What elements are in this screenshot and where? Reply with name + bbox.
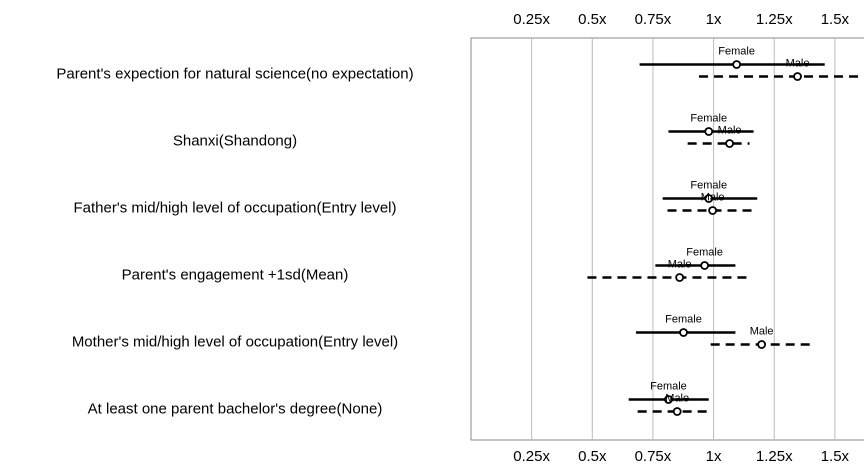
point-label: Male bbox=[786, 57, 810, 69]
point-label: Male bbox=[701, 191, 725, 203]
x-tick-label-bottom: 0.75x bbox=[635, 448, 672, 465]
point bbox=[708, 206, 718, 215]
category-label: Father's mid/high level of occupation(En… bbox=[73, 199, 396, 216]
x-tick-label-top: 1.25x bbox=[756, 11, 793, 28]
x-tick-label-top: 0.25x bbox=[513, 11, 550, 28]
category-label: Parent's expection for natural science(n… bbox=[56, 65, 413, 82]
point-label: Female bbox=[650, 380, 687, 392]
category-label: Parent's engagement +1sd(Mean) bbox=[122, 266, 349, 283]
point bbox=[672, 407, 682, 416]
point bbox=[757, 340, 767, 349]
point bbox=[704, 127, 714, 136]
grid bbox=[531, 38, 836, 440]
point-label: Female bbox=[690, 179, 727, 191]
point-label: Male bbox=[665, 392, 689, 404]
point-label: Male bbox=[750, 325, 774, 337]
x-tick-label-bottom: 0.25x bbox=[513, 448, 550, 465]
marks: FemaleMaleFemaleMaleFemaleMaleFemaleMale… bbox=[587, 45, 864, 416]
x-tick-label-top: 0.5x bbox=[578, 11, 607, 28]
x-tick-label-top: 1x bbox=[706, 11, 722, 28]
point-label: Female bbox=[686, 246, 723, 258]
x-tick-label-top: 1.5x bbox=[821, 11, 850, 28]
point bbox=[725, 139, 735, 148]
point-label: Male bbox=[718, 124, 742, 136]
point bbox=[675, 273, 685, 282]
category-label: At least one parent bachelor's degree(No… bbox=[88, 400, 383, 417]
x-tick-label-bottom: 1.25x bbox=[756, 448, 793, 465]
x-tick-label-bottom: 1.5x bbox=[821, 448, 850, 465]
point-label: Female bbox=[718, 45, 755, 57]
category-label: Mother's mid/high level of occupation(En… bbox=[72, 333, 398, 350]
point-label: Female bbox=[690, 112, 727, 124]
plot-frame bbox=[470, 37, 864, 441]
point-label: Female bbox=[665, 313, 702, 325]
point-label: Male bbox=[668, 258, 692, 270]
point bbox=[793, 72, 802, 81]
point bbox=[732, 60, 742, 69]
x-tick-label-bottom: 1x bbox=[706, 448, 722, 465]
point bbox=[704, 194, 714, 203]
point bbox=[664, 395, 673, 404]
point bbox=[700, 261, 710, 270]
point bbox=[679, 328, 688, 337]
x-tick-label-top: 0.75x bbox=[635, 11, 672, 28]
x-tick-label-bottom: 0.5x bbox=[578, 448, 607, 465]
category-label: Shanxi(Shandong) bbox=[173, 132, 297, 149]
